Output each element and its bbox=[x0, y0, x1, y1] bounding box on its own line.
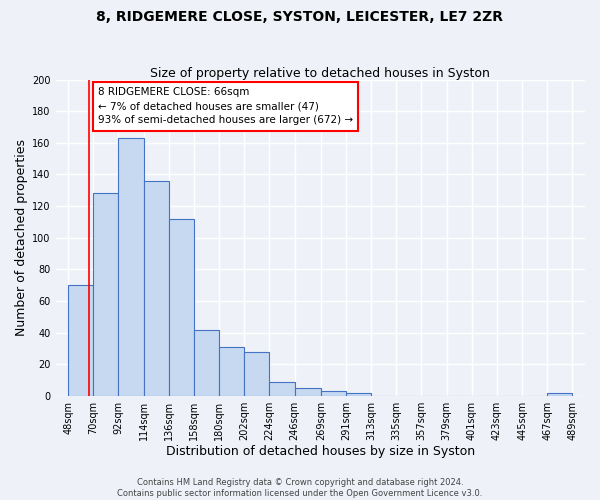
Bar bbox=[346, 393, 371, 396]
Bar bbox=[219, 347, 244, 396]
Bar bbox=[269, 382, 295, 396]
X-axis label: Distribution of detached houses by size in Syston: Distribution of detached houses by size … bbox=[166, 444, 475, 458]
Text: 8 RIDGEMERE CLOSE: 66sqm
← 7% of detached houses are smaller (47)
93% of semi-de: 8 RIDGEMERE CLOSE: 66sqm ← 7% of detache… bbox=[98, 88, 353, 126]
Y-axis label: Number of detached properties: Number of detached properties bbox=[15, 140, 28, 336]
Text: 8, RIDGEMERE CLOSE, SYSTON, LEICESTER, LE7 2ZR: 8, RIDGEMERE CLOSE, SYSTON, LEICESTER, L… bbox=[97, 10, 503, 24]
Bar bbox=[143, 181, 169, 396]
Title: Size of property relative to detached houses in Syston: Size of property relative to detached ho… bbox=[151, 66, 490, 80]
Bar bbox=[244, 352, 269, 396]
Text: Contains HM Land Registry data © Crown copyright and database right 2024.
Contai: Contains HM Land Registry data © Crown c… bbox=[118, 478, 482, 498]
Bar bbox=[118, 138, 143, 396]
Bar bbox=[295, 388, 321, 396]
Bar bbox=[93, 194, 118, 396]
Bar bbox=[547, 393, 572, 396]
Bar bbox=[68, 286, 93, 396]
Bar bbox=[169, 219, 194, 396]
Bar bbox=[194, 330, 219, 396]
Bar bbox=[321, 392, 346, 396]
